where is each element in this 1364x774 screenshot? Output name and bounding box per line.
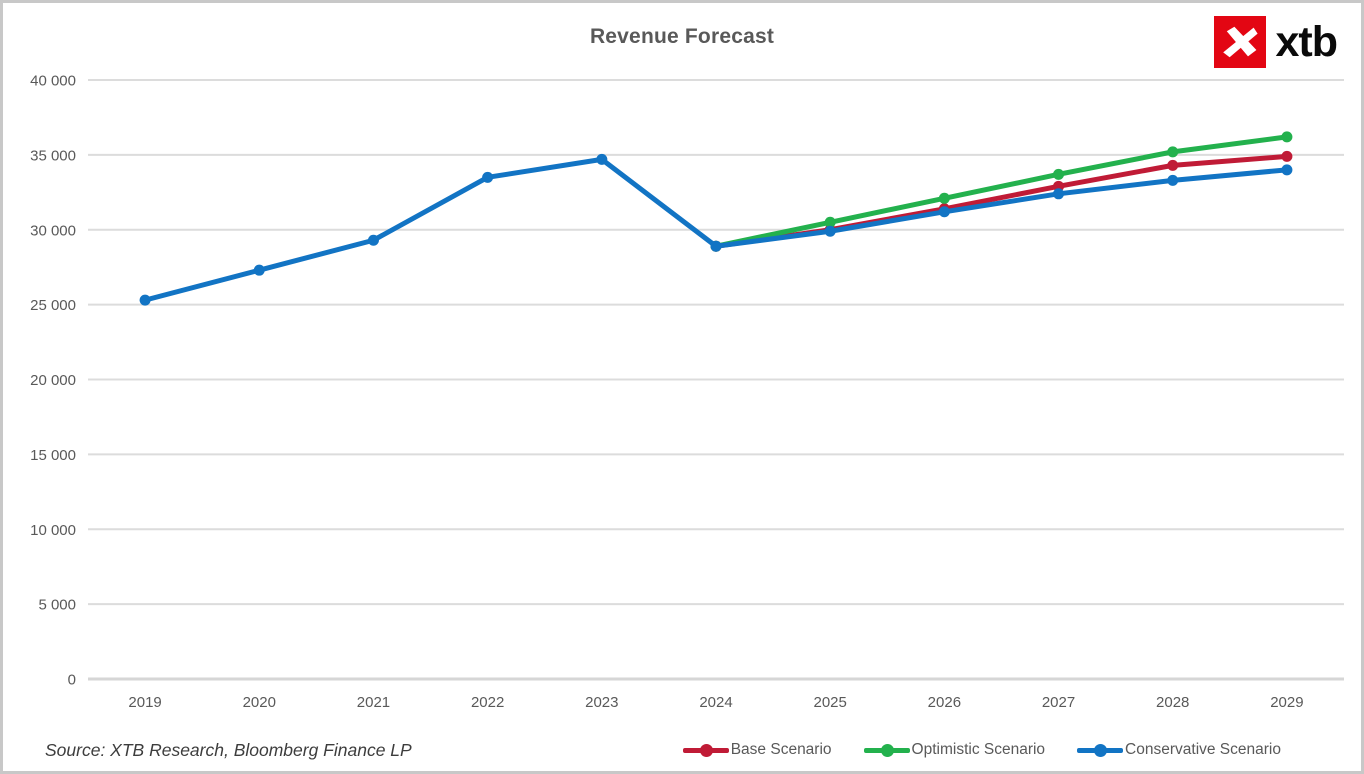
series-line-optimistic [713,134,1290,249]
data-point-conservative-2024 [710,240,722,252]
x-axis-year-label: 2019 [128,694,161,711]
xtb-logo-text: xtb [1275,17,1338,66]
revenue-forecast-line-chart: 0 5 000 10 000 15 000 20 000 25 000 30 000 35 0… [30,73,1344,711]
legend-label-optimistic: Optimistic Scenario [911,741,1046,758]
data-point-conservative-2023 [596,153,608,165]
x-axis-year-label: 2024 [699,694,732,711]
chart-footer: Source: XTB Research, Bloomberg Finance … [3,735,1361,761]
xtb-logo: xtb [1213,16,1338,68]
data-point-conservative-2029 [1281,164,1293,176]
legend-item-base: Base Scenario [682,741,832,759]
x-axis-year-label: 2025 [813,694,846,711]
x-axis-year-label: 2026 [928,694,961,711]
chart-legend: Base Scenario Optimistic Scenario Conser… [682,741,1281,759]
y-axis-tick-label: 30 000 [30,222,76,239]
y-axis-tick-label: 15 000 [30,447,76,464]
x-axis-year-label: 2021 [357,694,390,711]
data-point-conservative-2027 [1053,188,1065,200]
data-point-optimistic-2028 [1167,146,1179,158]
data-point-conservative-2028 [1167,174,1179,186]
y-axis-tick-label: 25 000 [30,297,76,314]
legend-marker-conservative-icon [1077,743,1124,757]
data-point-optimistic-2029 [1281,131,1293,143]
data-point-conservative-2021 [367,234,379,246]
legend-marker-optimistic-icon [863,743,910,757]
y-axis-tick-label: 5 000 [38,597,76,614]
data-point-optimistic-2027 [1053,168,1065,180]
x-axis-year-label: 2029 [1270,694,1303,711]
legend-label-conservative: Conservative Scenario [1125,741,1281,758]
data-point-conservative-2025 [824,225,836,237]
data-point-base-2028 [1167,159,1179,171]
x-axis-year-label: 2027 [1042,694,1075,711]
x-axis-year-label: 2028 [1156,694,1189,711]
legend-item-optimistic: Optimistic Scenario [863,741,1046,759]
data-point-base-2029 [1281,150,1293,162]
y-axis-tick-label: 40 000 [30,73,76,90]
y-axis-tick-label: 20 000 [30,372,76,389]
data-point-conservative-2026 [938,206,950,218]
xtb-logo-square [1213,16,1266,68]
data-point-optimistic-2025 [824,216,836,228]
data-point-conservative-2020 [253,264,265,276]
data-point-conservative-2019 [139,294,151,306]
legend-marker-base-icon [682,743,729,757]
x-axis-year-label: 2022 [471,694,504,711]
data-point-optimistic-2026 [938,192,950,204]
data-point-conservative-2022 [482,171,494,183]
legend-item-conservative: Conservative Scenario [1077,741,1281,759]
y-axis-tick-label: 0 [68,672,76,689]
xtb-x-mark-icon [1222,26,1258,58]
legend-label-base: Base Scenario [730,741,832,758]
y-axis-tick-label: 35 000 [30,147,76,164]
chart-title: Revenue Forecast [589,25,775,48]
source-note: Source: XTB Research, Bloomberg Finance … [45,740,412,760]
y-axis-tick-label: 10 000 [30,522,76,539]
x-axis-year-label: 2023 [585,694,618,711]
x-axis-year-label: 2020 [243,694,276,711]
